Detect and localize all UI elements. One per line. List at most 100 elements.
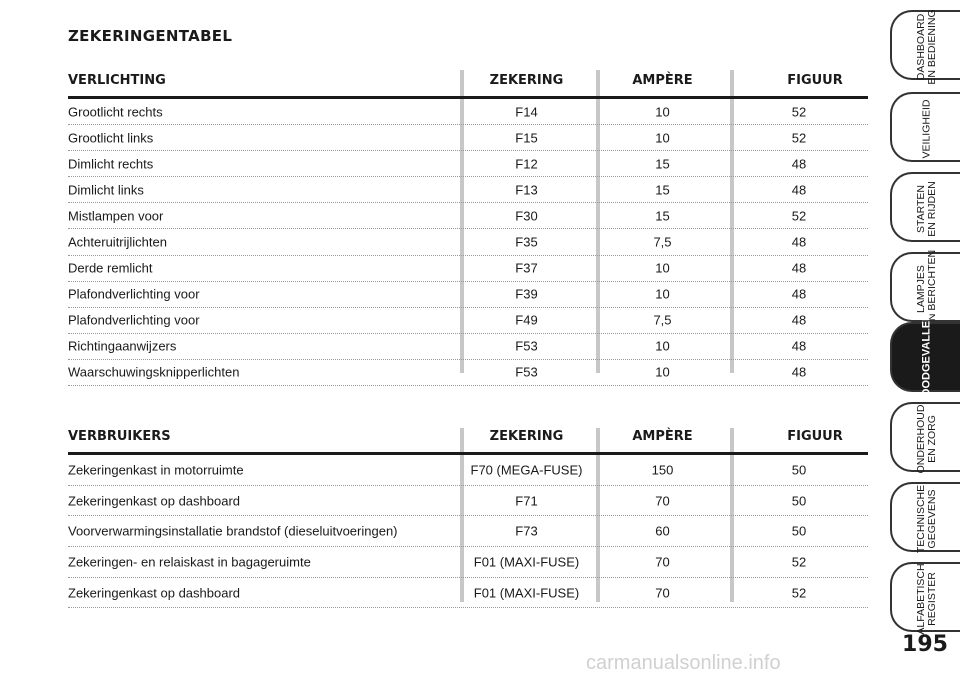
tab-starting-driving[interactable]: STARTEN EN RIJDEN bbox=[890, 172, 960, 242]
tab-lights-messages[interactable]: LAMPJES EN BERICHTEN bbox=[890, 250, 960, 328]
consumers-fuse-table: VERBRUIKERS ZEKERING AMPÈRE FIGUUR Zeker… bbox=[68, 422, 868, 609]
table-row: Dimlicht links F13 15 48 bbox=[68, 177, 868, 204]
row-figure: 52 bbox=[791, 585, 807, 601]
lighting-fuse-table: VERLICHTING ZEKERING AMPÈRE FIGUUR Groot… bbox=[68, 66, 868, 387]
row-figure: 50 bbox=[791, 523, 807, 539]
row-fuse: F12 bbox=[515, 156, 538, 172]
row-ampere: 10 bbox=[655, 104, 670, 120]
row-label: Achteruitrijlichten bbox=[68, 234, 167, 250]
table-body: Zekeringenkast in motorruimte F70 (MEGA-F… bbox=[68, 455, 868, 609]
table-row: Grootlicht rechts F14 10 52 bbox=[68, 99, 868, 126]
table-header: VERBRUIKERS ZEKERING AMPÈRE FIGUUR bbox=[68, 422, 868, 455]
table-row: Mistlampen voor F30 15 52 bbox=[68, 203, 868, 230]
table-row: Plafondverlichting voor F49 7,5 48 bbox=[68, 308, 868, 334]
tab-label: ONDERHOUD EN ZORG bbox=[915, 404, 938, 474]
row-fuse: F49 bbox=[515, 312, 538, 328]
row-fuse: F14 bbox=[515, 104, 538, 120]
page-title: ZEKERINGENTABEL bbox=[68, 27, 233, 45]
table-row: Derde remlicht F37 10 48 bbox=[68, 256, 868, 282]
tab-maintenance[interactable]: ONDERHOUD EN ZORG bbox=[890, 402, 960, 474]
column-divider bbox=[460, 70, 464, 373]
row-fuse: F70 (MEGA-FUSE) bbox=[470, 462, 583, 478]
tab-label: DASHBOARD EN BEDIENING bbox=[915, 9, 938, 85]
column-divider bbox=[730, 70, 734, 373]
tab-emergencies[interactable]: NOODGEVALLEN bbox=[890, 313, 960, 405]
row-fuse: F13 bbox=[515, 182, 538, 198]
row-fuse: F53 bbox=[515, 364, 538, 380]
row-figure: 50 bbox=[791, 493, 807, 509]
row-fuse: F39 bbox=[515, 286, 538, 302]
header-ampere: AMPÈRE bbox=[632, 429, 693, 444]
row-ampere: 60 bbox=[655, 523, 670, 539]
row-ampere: 10 bbox=[655, 338, 670, 354]
row-fuse: F30 bbox=[515, 208, 538, 224]
row-ampere: 15 bbox=[655, 182, 670, 198]
column-divider bbox=[460, 428, 464, 602]
row-figure: 48 bbox=[791, 234, 807, 250]
tab-technical-data[interactable]: TECHNISCHE GEGEVENS bbox=[890, 482, 960, 554]
table-row: Achteruitrijlichten F35 7,5 48 bbox=[68, 229, 868, 256]
tab-safety[interactable]: VEILIGHEID bbox=[890, 92, 960, 162]
row-label: Zekeringen- en relaiskast in bagageruimt… bbox=[68, 554, 311, 570]
header-figure: FIGUUR bbox=[787, 73, 843, 88]
table-header: VERLICHTING ZEKERING AMPÈRE FIGUUR bbox=[68, 66, 868, 99]
row-ampere: 150 bbox=[651, 462, 674, 478]
table-row: Plafondverlichting voor F39 10 48 bbox=[68, 282, 868, 308]
row-label: Dimlicht links bbox=[68, 182, 144, 198]
row-ampere: 10 bbox=[655, 286, 670, 302]
tab-index[interactable]: ALFABETISCH REGISTER bbox=[890, 562, 960, 635]
row-figure: 52 bbox=[791, 104, 807, 120]
header-ampere: AMPÈRE bbox=[632, 73, 693, 88]
table-row: Richtingaanwijzers F53 10 48 bbox=[68, 334, 868, 360]
tab-label: VEILIGHEID bbox=[920, 99, 933, 159]
row-figure: 48 bbox=[791, 182, 807, 198]
row-figure: 48 bbox=[791, 338, 807, 354]
table-body: Grootlicht rechts F14 10 52 Grootlicht links… bbox=[68, 99, 868, 387]
row-label: Mistlampen voor bbox=[68, 208, 164, 224]
table-row: Zekeringen- en relaiskast in bagageruimt… bbox=[68, 547, 868, 578]
tab-label: TECHNISCHE GEGEVENS bbox=[915, 484, 938, 554]
row-figure: 50 bbox=[791, 462, 807, 478]
row-fuse: F15 bbox=[515, 130, 538, 146]
table-row: Waarschuwingsknipperlichten F53 10 48 bbox=[68, 360, 868, 387]
tab-label: ALFABETISCH REGISTER bbox=[915, 563, 938, 635]
row-label: Zekeringenkast op dashboard bbox=[68, 493, 241, 509]
column-divider bbox=[596, 428, 600, 602]
row-label: Grootlicht rechts bbox=[68, 104, 163, 120]
tab-dashboard[interactable]: DASHBOARD EN BEDIENING bbox=[890, 9, 960, 85]
row-ampere: 7,5 bbox=[653, 312, 672, 328]
header-fuse: ZEKERING bbox=[489, 429, 564, 444]
row-figure: 48 bbox=[791, 364, 807, 380]
header-fuse: ZEKERING bbox=[489, 73, 564, 88]
row-label: Dimlicht rechts bbox=[68, 156, 154, 172]
row-label: Zekeringenkast in motorruimte bbox=[68, 462, 244, 478]
row-label: Plafondverlichting voor bbox=[68, 312, 200, 328]
table-row: Zekeringenkast op dashboard F01 (MAXI-FUS… bbox=[68, 578, 868, 609]
row-figure: 52 bbox=[791, 208, 807, 224]
tab-label: STARTEN EN RIJDEN bbox=[915, 181, 938, 237]
row-figure: 48 bbox=[791, 286, 807, 302]
row-label: Derde remlicht bbox=[68, 260, 153, 276]
row-ampere: 7,5 bbox=[653, 234, 672, 250]
section-tabs: DASHBOARD EN BEDIENING VEILIGHEID STARTEN … bbox=[878, 0, 960, 677]
header-label: VERBRUIKERS bbox=[68, 429, 171, 444]
column-divider bbox=[596, 70, 600, 373]
row-ampere: 15 bbox=[655, 156, 670, 172]
row-fuse: F35 bbox=[515, 234, 538, 250]
row-ampere: 10 bbox=[655, 260, 670, 276]
table-row: Dimlicht rechts F12 15 48 bbox=[68, 151, 868, 178]
row-fuse: F71 bbox=[515, 493, 538, 509]
row-figure: 48 bbox=[791, 312, 807, 328]
row-figure: 48 bbox=[791, 260, 807, 276]
row-ampere: 10 bbox=[655, 130, 670, 146]
row-fuse: F73 bbox=[515, 523, 538, 539]
row-figure: 52 bbox=[791, 130, 807, 146]
table-row: Zekeringenkast in motorruimte F70 (MEGA-F… bbox=[68, 455, 868, 486]
row-fuse: F01 (MAXI-FUSE) bbox=[473, 554, 580, 570]
tab-label: NOODGEVALLEN bbox=[920, 312, 933, 406]
row-label: Voorverwarmingsinstallatie brandstof (di… bbox=[68, 523, 398, 539]
row-label: Waarschuwingsknipperlichten bbox=[68, 364, 240, 380]
header-figure: FIGUUR bbox=[787, 429, 843, 444]
row-fuse: F53 bbox=[515, 338, 538, 354]
page-number: 195 bbox=[902, 632, 948, 657]
